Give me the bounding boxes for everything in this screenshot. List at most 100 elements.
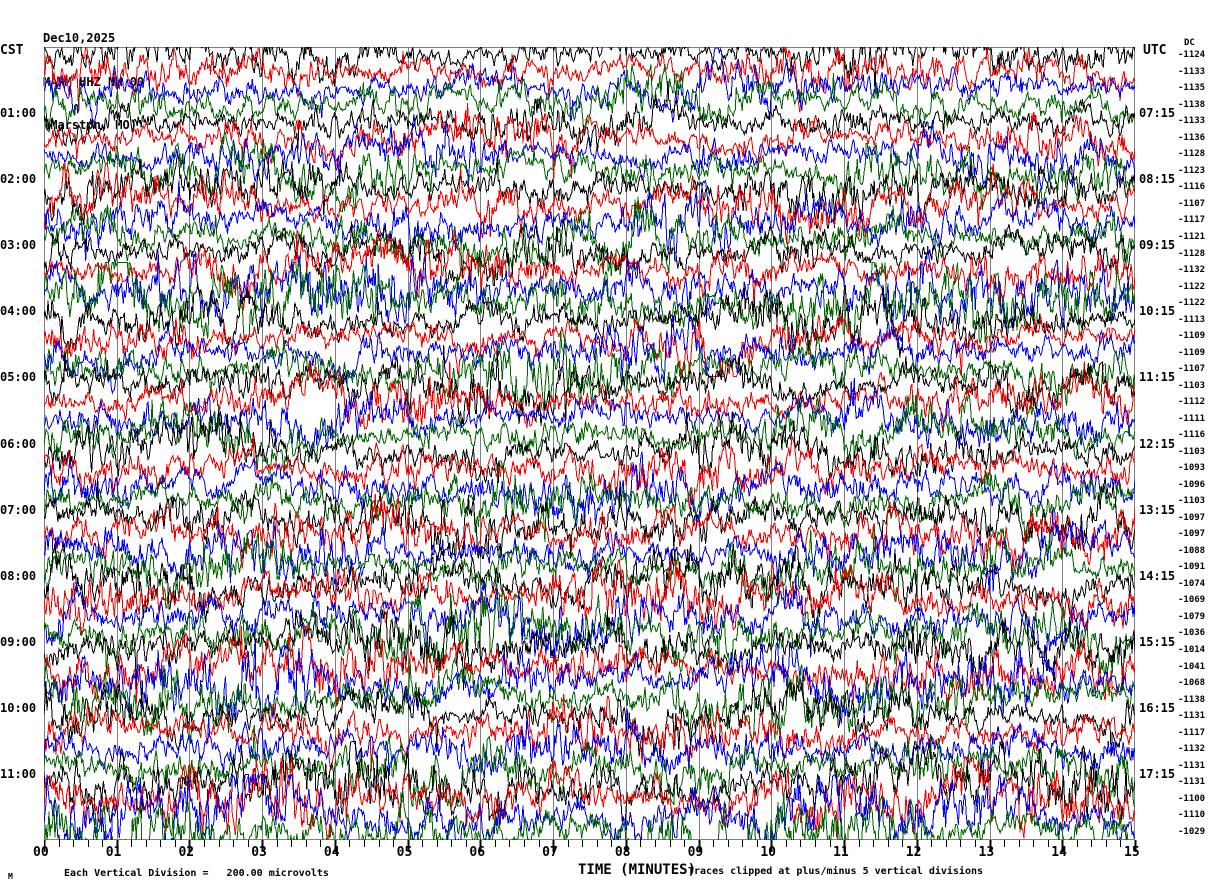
dc-offset-label: -1088 [1178,545,1206,556]
utc-time-label: 08:15 [1139,172,1176,187]
utc-time-label: 09:15 [1139,238,1176,253]
cst-time-label: 11:00 [0,766,37,781]
dc-offset-label: -1123 [1178,165,1206,176]
dc-offset-label: -1107 [1178,198,1206,209]
dc-offset-label: -1116 [1178,430,1206,441]
seismic-trace [44,345,1135,427]
dc-offset-label: -1069 [1178,595,1206,606]
scale-note: Each Vertical Division = 200.00 microvol… [64,868,329,879]
dc-offset-label: -1079 [1178,611,1206,622]
utc-time-label: 11:15 [1139,370,1176,385]
seismic-trace [44,435,1135,509]
cst-time-label: 05:00 [0,370,37,385]
utc-time-label: 16:15 [1139,700,1176,715]
utc-time-label: 10:15 [1139,304,1176,319]
helicorder-plot[interactable] [44,47,1135,840]
cst-time-label: 06:00 [0,436,37,451]
corner-mark: M [8,872,13,881]
seismic-trace [44,693,1135,772]
dc-offset-label: -1132 [1178,265,1206,276]
dc-offset-label: -1109 [1178,347,1206,358]
dc-offset-label: -1133 [1178,116,1206,127]
seismic-trace [44,460,1135,542]
cst-time-label: 02:00 [0,172,37,187]
seismic-trace [44,543,1135,625]
dc-offset-label: -1112 [1178,397,1206,408]
seismic-trace [44,394,1135,476]
seismic-trace [44,152,1135,229]
seismic-trace [44,772,1135,840]
dc-offset-label: -1110 [1178,810,1206,821]
utc-time-label: 17:15 [1139,766,1176,781]
dc-offset-label: -1041 [1178,661,1206,672]
utc-time-label: 12:15 [1139,436,1176,451]
seismic-trace [44,378,1135,452]
seismic-trace [44,625,1135,708]
seismic-trace [44,47,1135,95]
dc-offset-label: -1131 [1178,711,1206,722]
dc-offset-label: -1138 [1178,694,1206,705]
seismic-trace [44,451,1135,526]
seismic-trace [44,64,1135,130]
utc-time-label: 13:15 [1139,502,1176,517]
utc-axis-title: UTC [1143,43,1167,58]
cst-time-label: 09:00 [0,634,37,649]
dc-offset-label: -1097 [1178,512,1206,523]
dc-offset-label: -1116 [1178,182,1206,193]
seismic-trace [44,494,1135,575]
dc-offset-label: -1128 [1178,149,1206,160]
dc-offset-label: -1093 [1178,463,1206,474]
cst-time-label: 08:00 [0,568,37,583]
dc-offset-label: -1117 [1178,727,1206,738]
seismic-trace [44,218,1135,292]
dc-offset-label: -1128 [1178,248,1206,259]
seismic-trace [44,47,1135,113]
dc-offset-label: -1103 [1178,496,1206,507]
dc-offset-label: -1133 [1178,66,1206,77]
dc-offset-label: -1107 [1178,364,1206,375]
dc-offset-label: -1135 [1178,83,1206,94]
clip-note: Traces clipped at plus/minus 5 vertical … [688,866,984,877]
dc-offset-label: -1132 [1178,744,1206,755]
dc-offset-label: -1091 [1178,562,1206,573]
seismic-trace [44,113,1135,191]
seismic-trace [44,261,1135,345]
utc-time-label: 07:15 [1139,106,1176,121]
seismic-trace [44,526,1135,609]
seismic-trace [44,592,1135,675]
dc-offset-label: -1121 [1178,231,1206,242]
dc-offset-label: -1109 [1178,331,1206,342]
dc-offset-label: -1131 [1178,760,1206,771]
dc-offset-label: -1136 [1178,132,1206,143]
seismic-trace [44,708,1135,779]
dc-offset-label: -1113 [1178,314,1206,325]
dc-offset-label: -1014 [1178,645,1206,655]
seismic-trace [44,609,1135,691]
dc-offset-label: -1096 [1178,479,1206,490]
dc-offset-label: -1036 [1178,628,1206,639]
seismic-trace [44,411,1135,484]
cst-time-label: 03:00 [0,238,37,253]
dc-offset-label: -1097 [1178,529,1206,540]
seismic-trace [44,314,1135,378]
dc-offset-label: -1138 [1178,99,1206,110]
seismic-trace [44,477,1135,560]
header-date: Dec10,2025 [43,31,116,45]
seismic-trace [44,47,1135,125]
dc-offset-label: -1103 [1178,446,1206,457]
seismic-trace [44,791,1129,840]
cst-time-label: 01:00 [0,106,37,121]
cst-time-label: 10:00 [0,700,37,715]
seismic-trace [44,757,1135,840]
x-axis-title: TIME (MINUTES) [578,862,697,878]
dc-offset-label: -1122 [1178,298,1206,309]
dc-offset-label: -1100 [1178,793,1206,804]
dc-offset-label: -1111 [1178,413,1206,424]
seismic-trace [44,246,1135,328]
seismic-trace [44,657,1135,741]
dc-column-title: DC [1184,38,1195,48]
cst-time-label: 07:00 [0,502,37,517]
seismic-trace [44,313,1135,395]
dc-offset-label: -1103 [1178,380,1206,391]
dc-offset-label: -1122 [1178,281,1206,292]
